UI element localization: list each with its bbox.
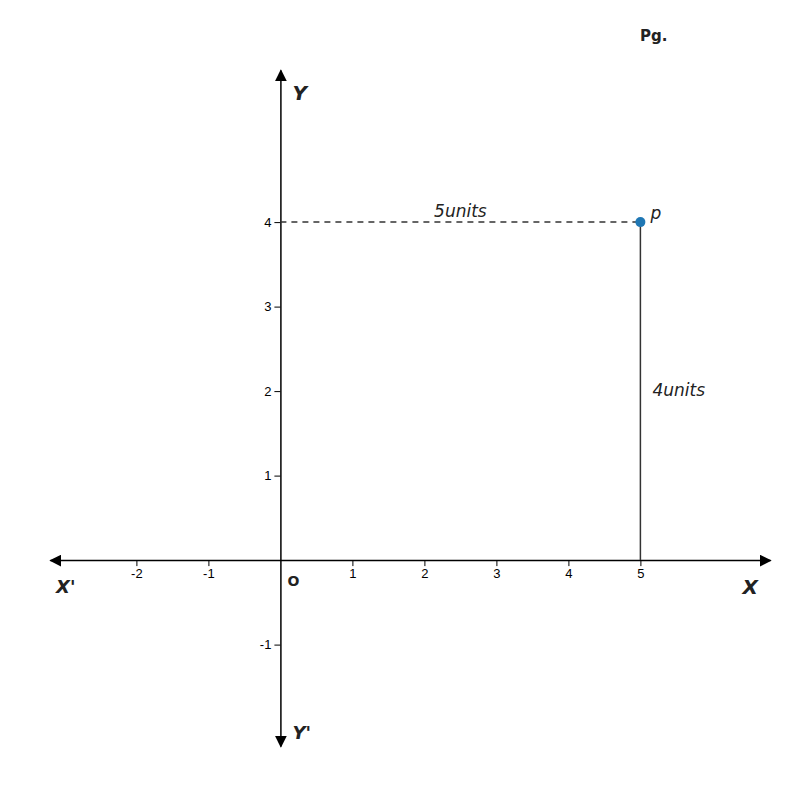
y-tick-mark	[274, 307, 280, 308]
y-tick-mark	[274, 222, 280, 223]
projection-line-horizontal	[280, 221, 640, 223]
y-tick-label: -1	[260, 637, 272, 652]
x-tick-label: 1	[349, 566, 356, 581]
x-tick-label: -1	[203, 566, 215, 581]
x-tick-label: -2	[131, 566, 143, 581]
x-tick-label: 2	[421, 566, 428, 581]
annotation: 4units	[652, 380, 705, 400]
x-tick: 5	[637, 560, 644, 581]
x-tick: 1	[349, 560, 356, 581]
x-tick-mark	[352, 560, 353, 566]
annotation: O	[287, 573, 299, 589]
chart: -2 -1 1 2 3 4 5 -1 1 2 3 4 X X' Y Y' Op 5units 4units Pg.	[0, 0, 800, 786]
y-tick-label: 3	[264, 299, 271, 314]
y-tick-label: 1	[264, 468, 271, 483]
x-tick-mark	[568, 560, 569, 566]
annotation: Y	[292, 81, 309, 105]
x-tick: 2	[421, 560, 428, 581]
x-tick-label: 5	[637, 566, 644, 581]
x-tick: -1	[203, 560, 215, 581]
annotations: X X' Y Y' Op 5units 4units Pg.	[55, 27, 760, 744]
x-tick-mark	[640, 560, 641, 566]
annotation: p	[649, 203, 661, 223]
x-axis: -2 -1 1 2 3 4 5	[51, 560, 771, 581]
y-tick-mark	[274, 645, 280, 646]
x-axis-line	[51, 560, 771, 562]
y-tick: 2	[264, 384, 280, 399]
annotation: 5units	[434, 201, 487, 221]
y-tick: 3	[264, 299, 280, 314]
x-tick-mark	[424, 560, 425, 566]
projection-line-vertical	[640, 222, 642, 560]
y-tick-mark	[274, 476, 280, 477]
y-tick: 1	[264, 468, 280, 483]
annotation: Pg.	[640, 27, 667, 45]
x-tick-mark	[208, 560, 209, 566]
point	[635, 217, 645, 227]
x-tick: -2	[131, 560, 143, 581]
annotation: Y'	[292, 722, 311, 743]
y-tick-label: 2	[264, 384, 271, 399]
y-tick-label: 4	[264, 215, 271, 230]
y-tick-mark	[274, 391, 280, 392]
plot-area	[280, 217, 645, 560]
x-tick: 4	[565, 560, 572, 581]
y-axis: -1 1 2 3 4	[260, 71, 281, 747]
x-tick: 3	[493, 560, 500, 581]
x-tick-label: 3	[493, 566, 500, 581]
annotation: X'	[55, 576, 75, 597]
x-tick-label: 4	[565, 566, 572, 581]
annotation: X	[741, 575, 760, 599]
x-tick-mark	[136, 560, 137, 566]
y-tick: 4	[264, 215, 280, 230]
x-tick-mark	[496, 560, 497, 566]
y-tick: -1	[260, 637, 281, 652]
